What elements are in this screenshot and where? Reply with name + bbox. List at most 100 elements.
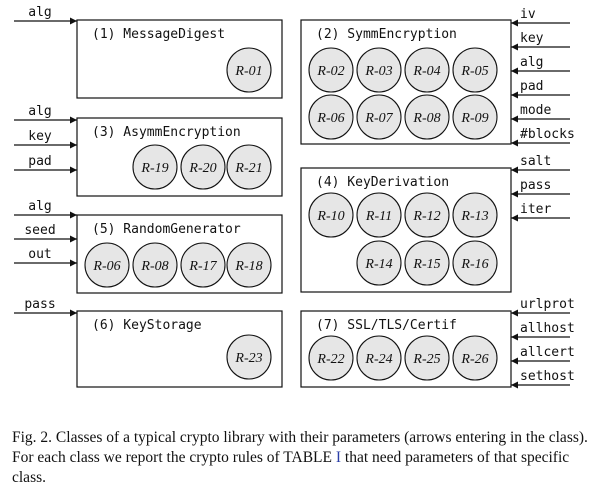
param-sethost-arrow: sethost — [511, 369, 575, 389]
rule-r-02-node: R-02 — [308, 47, 354, 93]
rule-r-11-node: R-11 — [356, 192, 402, 238]
rule-r-19-node: R-19 — [132, 144, 178, 190]
rule-r-18-node: R-18 — [226, 242, 272, 288]
param-key-arrow: key — [511, 31, 570, 51]
rule-r-25-node: R-25 — [404, 335, 450, 381]
caption-prefix: Fig. 2. Classes of a typical crypto libr… — [12, 429, 588, 466]
rule-r-20-node: R-20 — [180, 144, 226, 190]
param-key-arrow: key — [14, 129, 77, 149]
param-iv-arrow: iv — [511, 7, 570, 27]
param-label: salt — [520, 154, 551, 169]
rule-label: R-09 — [460, 111, 488, 126]
figure-caption: Fig. 2. Classes of a typical crypto libr… — [12, 428, 596, 488]
param-alg-arrow: alg — [14, 199, 77, 219]
rule-label: R-16 — [460, 257, 488, 272]
rule-circle — [308, 335, 354, 381]
rule-label: R-04 — [412, 64, 440, 79]
rule-r-14-node: R-14 — [356, 240, 402, 286]
symm-encryption-class: (2) SymmEncryption R-02 R-03 R-04 R-05 R-06 R-… — [300, 7, 575, 147]
rule-label: R-07 — [364, 111, 393, 126]
rule-label: R-15 — [412, 257, 440, 272]
random-generator-title: (5) RandomGenerator — [92, 222, 241, 237]
param-label: pad — [28, 154, 51, 169]
rule-r-24-node: R-24 — [356, 335, 402, 381]
rule-label: R-26 — [460, 352, 488, 367]
rule-circle — [404, 47, 450, 93]
rule-circle — [226, 334, 272, 380]
param-salt-arrow: salt — [511, 154, 570, 174]
rule-r-22-node: R-22 — [308, 335, 354, 381]
param-pass-arrow: pass — [14, 297, 77, 317]
rule-r-09-node: R-09 — [452, 94, 498, 140]
symm-encryption-title: (2) SymmEncryption — [316, 27, 457, 42]
param-label: alg — [28, 5, 51, 20]
rule-label: R-10 — [316, 209, 344, 224]
param-label: out — [28, 247, 51, 262]
rule-circle — [452, 94, 498, 140]
ssl-tls-certif-class: (7) SSL/TLS/Certif R-22 R-24 R-25 R-26 urlpro… — [300, 297, 575, 389]
rule-label: R-06 — [316, 111, 344, 126]
rule-circle — [452, 192, 498, 238]
rule-r-13-node: R-13 — [452, 192, 498, 238]
rule-label: R-05 — [460, 64, 488, 79]
rule-label: R-25 — [412, 352, 440, 367]
param-label: allcert — [520, 345, 575, 360]
caption-suffix: that need parameters of that specific cl… — [12, 449, 570, 486]
rule-r-04-node: R-04 — [404, 47, 450, 93]
rule-circle — [452, 335, 498, 381]
rule-r-12-node: R-12 — [404, 192, 450, 238]
param-urlprot-arrow: urlprot — [511, 297, 575, 317]
key-storage-title: (6) KeyStorage — [92, 318, 202, 333]
message-digest-class: (1) MessageDigest R-01 alg — [14, 5, 283, 99]
rule-circle — [308, 47, 354, 93]
rule-r-08-node: R-08 — [132, 242, 178, 288]
rule-circle — [84, 242, 130, 288]
rule-r-06-node: R-06 — [308, 94, 354, 140]
rule-r-15-node: R-15 — [404, 240, 450, 286]
param-label: alg — [28, 104, 51, 119]
param-label: seed — [24, 223, 55, 238]
rule-circle — [404, 240, 450, 286]
random-generator-class: (5) RandomGenerator R-06 R-08 R-17 R-18 alg se… — [14, 199, 283, 294]
rule-r-03-node: R-03 — [356, 47, 402, 93]
param-pad-arrow: pad — [14, 154, 77, 174]
rule-circle — [356, 335, 402, 381]
rule-label: R-21 — [234, 161, 262, 176]
rule-label: R-03 — [364, 64, 392, 79]
table-reference-link[interactable]: I — [335, 449, 342, 466]
rule-circle — [356, 47, 402, 93]
param-pass-arrow: pass — [511, 178, 570, 198]
rule-label: R-01 — [234, 64, 262, 79]
param-label: key — [520, 31, 544, 46]
param-label: #blocks — [520, 127, 575, 142]
param-label: urlprot — [520, 297, 575, 312]
rule-circle — [452, 47, 498, 93]
param-label: sethost — [520, 369, 575, 384]
rule-circle — [308, 192, 354, 238]
rule-label: R-20 — [188, 161, 216, 176]
param-label: iv — [520, 7, 536, 22]
rule-circle — [132, 242, 178, 288]
rule-circle — [226, 144, 272, 190]
rule-r-21-node: R-21 — [226, 144, 272, 190]
rule-circle — [226, 242, 272, 288]
asymm-encryption-title: (3) AsymmEncryption — [92, 125, 241, 140]
rule-label: R-11 — [365, 209, 392, 224]
rule-r-17-node: R-17 — [180, 242, 226, 288]
key-storage-class: (6) KeyStorage R-23 pass — [14, 297, 283, 388]
rule-label: R-19 — [140, 161, 168, 176]
rule-circle — [404, 94, 450, 140]
rule-circle — [404, 192, 450, 238]
rule-circle — [452, 240, 498, 286]
rule-r-01-node: R-01 — [226, 47, 272, 93]
param-label: pass — [520, 178, 551, 193]
param-mode-arrow: mode — [511, 103, 570, 123]
param-iter-arrow: iter — [511, 202, 570, 222]
rule-label: R-08 — [412, 111, 440, 126]
key-derivation-class: (4) KeyDerivation R-10 R-11 R-12 R-13 R-14 R-1… — [300, 154, 570, 293]
rule-circle — [356, 240, 402, 286]
param-label: pass — [24, 297, 55, 312]
rule-label: R-06 — [92, 259, 120, 274]
rule-label: R-23 — [234, 351, 262, 366]
param-blocks-arrow: #blocks — [511, 127, 575, 147]
